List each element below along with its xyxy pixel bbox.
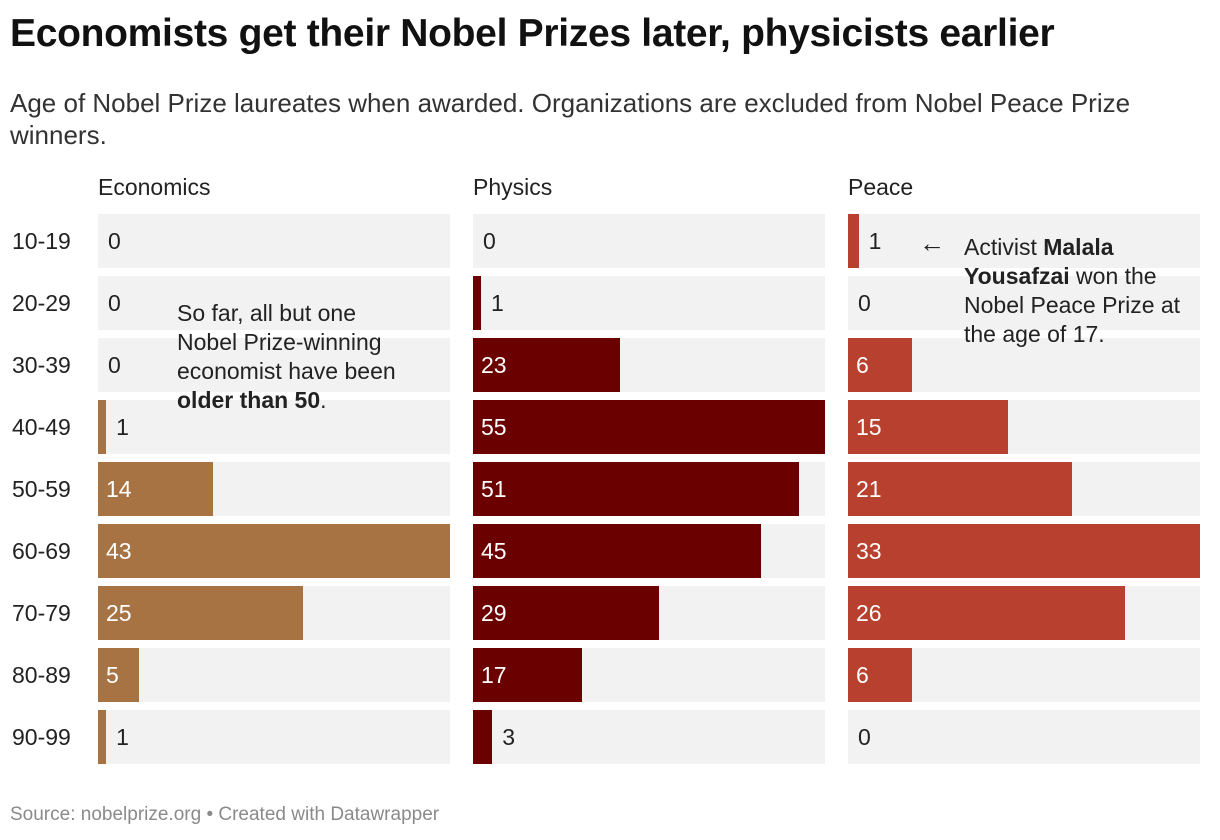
peace-value-label: 15 xyxy=(856,414,882,440)
physics-value-label: 17 xyxy=(481,662,507,688)
physics-bar xyxy=(473,648,582,702)
physics-value-label: 1 xyxy=(491,290,504,316)
physics-value-label: 0 xyxy=(483,228,496,254)
economics-bar-track: 0 xyxy=(98,338,450,392)
age-group-label: 70-79 xyxy=(12,600,71,626)
peace-bar xyxy=(848,338,912,392)
peace-bar-track: 6 xyxy=(848,648,1200,702)
economics-value-label: 25 xyxy=(106,600,132,626)
peace-annotation-bold: Malala Yousafzai xyxy=(964,234,1114,289)
physics-bar xyxy=(473,710,493,764)
physics-bar-track: 1 xyxy=(473,276,825,330)
age-group-label: 80-89 xyxy=(12,662,71,688)
age-group-label: 90-99 xyxy=(12,724,71,750)
peace-bar-track: 1 xyxy=(848,214,1200,268)
peace-bar-track: 6 xyxy=(848,338,1200,392)
peace-value-label: 6 xyxy=(856,662,869,688)
age-group-label: 30-39 xyxy=(12,352,71,378)
physics-panel-title: Physics xyxy=(473,174,553,200)
peace-annotation-text: Activist xyxy=(964,234,1044,260)
peace-value-label: 33 xyxy=(856,538,882,564)
physics-value-label: 45 xyxy=(481,538,507,564)
physics-bar-track: 17 xyxy=(473,648,825,702)
peace-value-label: 0 xyxy=(858,724,871,750)
economics-bar-track: 14 xyxy=(98,462,450,516)
physics-bar xyxy=(473,524,761,578)
peace-bar-track: 33 xyxy=(848,524,1200,578)
physics-bar xyxy=(473,338,621,392)
peace-bar xyxy=(848,400,1008,454)
economics-bar xyxy=(98,400,107,454)
physics-bar-track: 3 xyxy=(473,710,825,764)
peace-annotation: Activist Malala Yousafzai won the Nobel … xyxy=(964,233,1189,349)
economics-value-label: 0 xyxy=(108,290,121,316)
age-group-label: 50-59 xyxy=(12,476,71,502)
annotation-arrow-icon: ← xyxy=(919,228,945,258)
peace-bar-track: 21 xyxy=(848,462,1200,516)
peace-bar xyxy=(848,462,1072,516)
economics-annotation-end: . xyxy=(320,387,327,413)
economics-bar xyxy=(98,524,450,578)
economics-value-label: 0 xyxy=(108,228,121,254)
peace-bar xyxy=(848,214,859,268)
economics-value-label: 0 xyxy=(108,352,121,378)
economics-panel-title: Economics xyxy=(98,174,211,200)
physics-value-label: 23 xyxy=(481,352,507,378)
source-note: Source: nobelprize.org • Created with Da… xyxy=(10,804,440,825)
economics-bar-track: 0 xyxy=(98,276,450,330)
age-group-label: 20-29 xyxy=(12,290,71,316)
economics-annotation-text: So far, all but one Nobel Prize-winning … xyxy=(177,300,396,384)
peace-bar xyxy=(848,586,1126,640)
physics-value-label: 3 xyxy=(502,724,515,750)
physics-bar-track: 55 xyxy=(473,400,825,454)
peace-bar xyxy=(848,524,1200,578)
peace-value-label: 6 xyxy=(856,352,869,378)
peace-bar-track: 0 xyxy=(848,710,1200,764)
economics-value-label: 1 xyxy=(116,414,129,440)
physics-bar-track: 0 xyxy=(473,214,825,268)
peace-value-label: 21 xyxy=(856,476,882,502)
peace-bar-track: 0 xyxy=(848,276,1200,330)
economics-bar-track: 0 xyxy=(98,214,450,268)
economics-bar xyxy=(98,648,139,702)
physics-value-label: 55 xyxy=(481,414,507,440)
physics-bar-track: 51 xyxy=(473,462,825,516)
economics-annotation: So far, all but one Nobel Prize-winning … xyxy=(177,299,422,415)
peace-bar xyxy=(848,648,912,702)
physics-bar xyxy=(473,462,800,516)
peace-panel-title: Peace xyxy=(848,174,914,200)
economics-bar-track: 1 xyxy=(98,710,450,764)
economics-annotation-bold: older than 50 xyxy=(177,387,321,413)
economics-value-label: 1 xyxy=(116,724,129,750)
peace-value-label: 26 xyxy=(856,600,882,626)
economics-bar xyxy=(98,462,213,516)
chart-title: Economists get their Nobel Prizes later,… xyxy=(10,12,1055,55)
physics-bar-track: 29 xyxy=(473,586,825,640)
economics-value-label: 43 xyxy=(106,538,132,564)
economics-bar-track: 25 xyxy=(98,586,450,640)
age-group-label: 60-69 xyxy=(12,538,71,564)
economics-bar xyxy=(98,710,107,764)
physics-bar-track: 45 xyxy=(473,524,825,578)
age-group-label: 10-19 xyxy=(12,228,71,254)
physics-value-label: 51 xyxy=(481,476,507,502)
age-group-label: 40-49 xyxy=(12,414,71,440)
economics-bar-track: 43 xyxy=(98,524,450,578)
physics-bar xyxy=(473,276,481,330)
peace-bar-track: 15 xyxy=(848,400,1200,454)
physics-bar-track: 23 xyxy=(473,338,825,392)
peace-annotation-end: won the Nobel Peace Prize at the age of … xyxy=(964,263,1181,347)
peace-value-label: 1 xyxy=(868,228,882,254)
peace-value-label: 0 xyxy=(858,290,871,316)
economics-bar-track: 1 xyxy=(98,400,450,454)
physics-bar xyxy=(473,400,825,454)
chart-subtitle: Age of Nobel Prize laureates when awarde… xyxy=(10,88,1131,150)
economics-bar-track: 5 xyxy=(98,648,450,702)
economics-bar xyxy=(98,586,303,640)
economics-value-label: 5 xyxy=(106,662,119,688)
peace-bar-track: 26 xyxy=(848,586,1200,640)
physics-value-label: 29 xyxy=(481,600,507,626)
economics-value-label: 14 xyxy=(106,476,132,502)
physics-bar xyxy=(473,586,659,640)
